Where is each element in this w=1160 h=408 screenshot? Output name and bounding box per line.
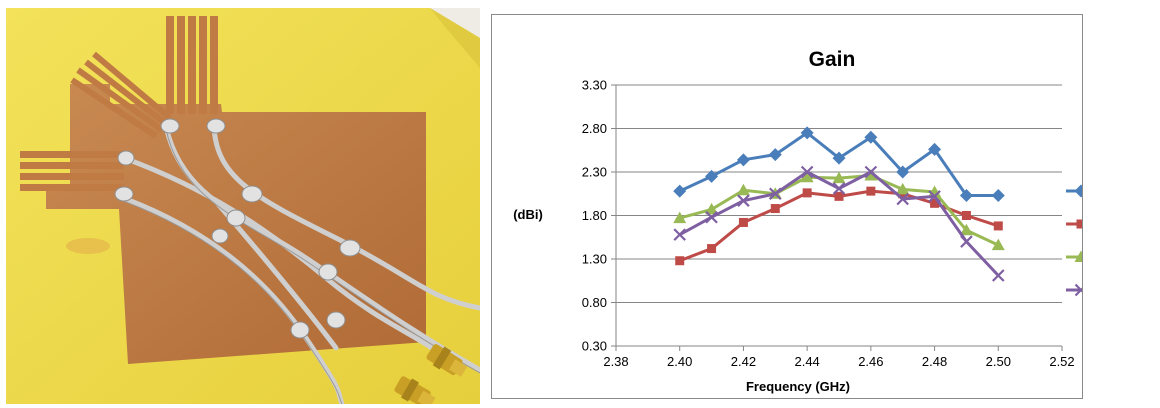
data-point-port1	[959, 188, 973, 202]
solder-joints	[114, 118, 361, 339]
x-tick-label: 2.40	[667, 354, 692, 369]
data-point-port2	[993, 221, 1003, 231]
feed-strips-diagonal	[70, 51, 172, 139]
x-tick-label: 2.44	[794, 354, 819, 369]
gain-chart: Gain (dBi) Frequency (GHz) 0.30 0.80 1.30 1…	[491, 14, 1083, 399]
y-tick-label: 3.30	[582, 78, 607, 93]
y-tick-label: 0.80	[582, 295, 607, 310]
legend-marker-port1	[1074, 184, 1082, 198]
data-point-port2	[802, 188, 812, 198]
data-point-port2	[930, 198, 940, 208]
y-tick-label: 1.80	[582, 208, 607, 223]
chart-title: Gain	[809, 48, 856, 71]
data-point-port1	[705, 169, 719, 183]
data-point-port3	[832, 171, 846, 184]
data-point-port3	[673, 211, 687, 224]
data-point-port2	[961, 211, 971, 220]
tick-labels: 0.30 0.80 1.30 1.80 2.30 2.80 3.30 2.38 2.40 2.42…	[582, 78, 1075, 370]
series-lines	[673, 126, 1005, 282]
legend-marker-port4	[1074, 283, 1082, 297]
data-point-port4	[928, 190, 941, 203]
legend-marker-port2	[1076, 219, 1082, 229]
data-point-port4	[737, 194, 750, 207]
x-tick-label: 2.50	[986, 354, 1011, 369]
data-point-port4	[992, 269, 1005, 282]
data-point-port1	[991, 188, 1005, 202]
x-tick-label: 2.38	[603, 354, 628, 369]
data-point-port3	[800, 170, 814, 183]
feed-strips-top	[166, 16, 218, 114]
antenna-prototype-photo	[6, 8, 480, 404]
data-point-port4	[769, 187, 782, 201]
data-point-port1	[673, 184, 687, 198]
data-point-port3	[896, 182, 910, 195]
x-tick-label: 2.46	[858, 354, 883, 369]
y-tick-label: 2.80	[582, 121, 607, 136]
data-point-port4	[705, 210, 718, 224]
data-point-port4	[960, 235, 973, 248]
data-point-port1	[928, 142, 942, 156]
data-point-port3	[705, 202, 719, 215]
y-axis-title: (dBi)	[513, 207, 543, 222]
data-point-port2	[834, 191, 844, 201]
data-point-port2	[770, 204, 780, 214]
data-point-port2	[707, 244, 717, 254]
coax-cables	[115, 123, 480, 404]
data-point-port1	[768, 148, 782, 162]
pcb-edge	[430, 8, 480, 68]
legend: Port1Port2Port3Port4	[1066, 184, 1082, 297]
data-point-port1	[832, 151, 846, 165]
y-tick-label: 0.30	[582, 339, 607, 354]
data-point-port3	[991, 238, 1005, 251]
sma-connectors	[394, 344, 468, 404]
data-point-port4	[896, 192, 909, 206]
data-point-port1	[736, 153, 750, 167]
data-point-port4	[673, 228, 686, 241]
data-point-port4	[864, 165, 878, 179]
y-tick-label: 1.30	[582, 252, 607, 267]
legend-marker-port3	[1074, 250, 1082, 262]
data-point-port3	[864, 168, 878, 181]
data-point-port2	[866, 186, 876, 196]
x-tick-label: 2.52	[1049, 354, 1074, 369]
gain-chart-svg: Gain (dBi) Frequency (GHz) 0.30 0.80 1.30 1…	[513, 48, 1082, 394]
data-point-port3	[959, 223, 973, 236]
data-point-port2	[738, 217, 748, 227]
data-point-port4	[832, 182, 846, 195]
x-tick-label: 2.48	[922, 354, 947, 369]
y-tick-label: 2.30	[582, 165, 607, 180]
x-tick-label: 2.42	[731, 354, 756, 369]
data-point-port4	[800, 165, 814, 179]
data-point-port3	[736, 183, 750, 196]
antenna-photo-icon	[6, 8, 480, 404]
data-point-port1	[864, 130, 878, 144]
feed-strips-left	[20, 151, 124, 191]
data-point-port1	[800, 126, 814, 140]
pcb-mark	[66, 238, 110, 254]
data-point-port2	[675, 256, 685, 266]
data-point-port1	[896, 165, 910, 179]
x-axis-title: Frequency (GHz)	[746, 379, 850, 394]
